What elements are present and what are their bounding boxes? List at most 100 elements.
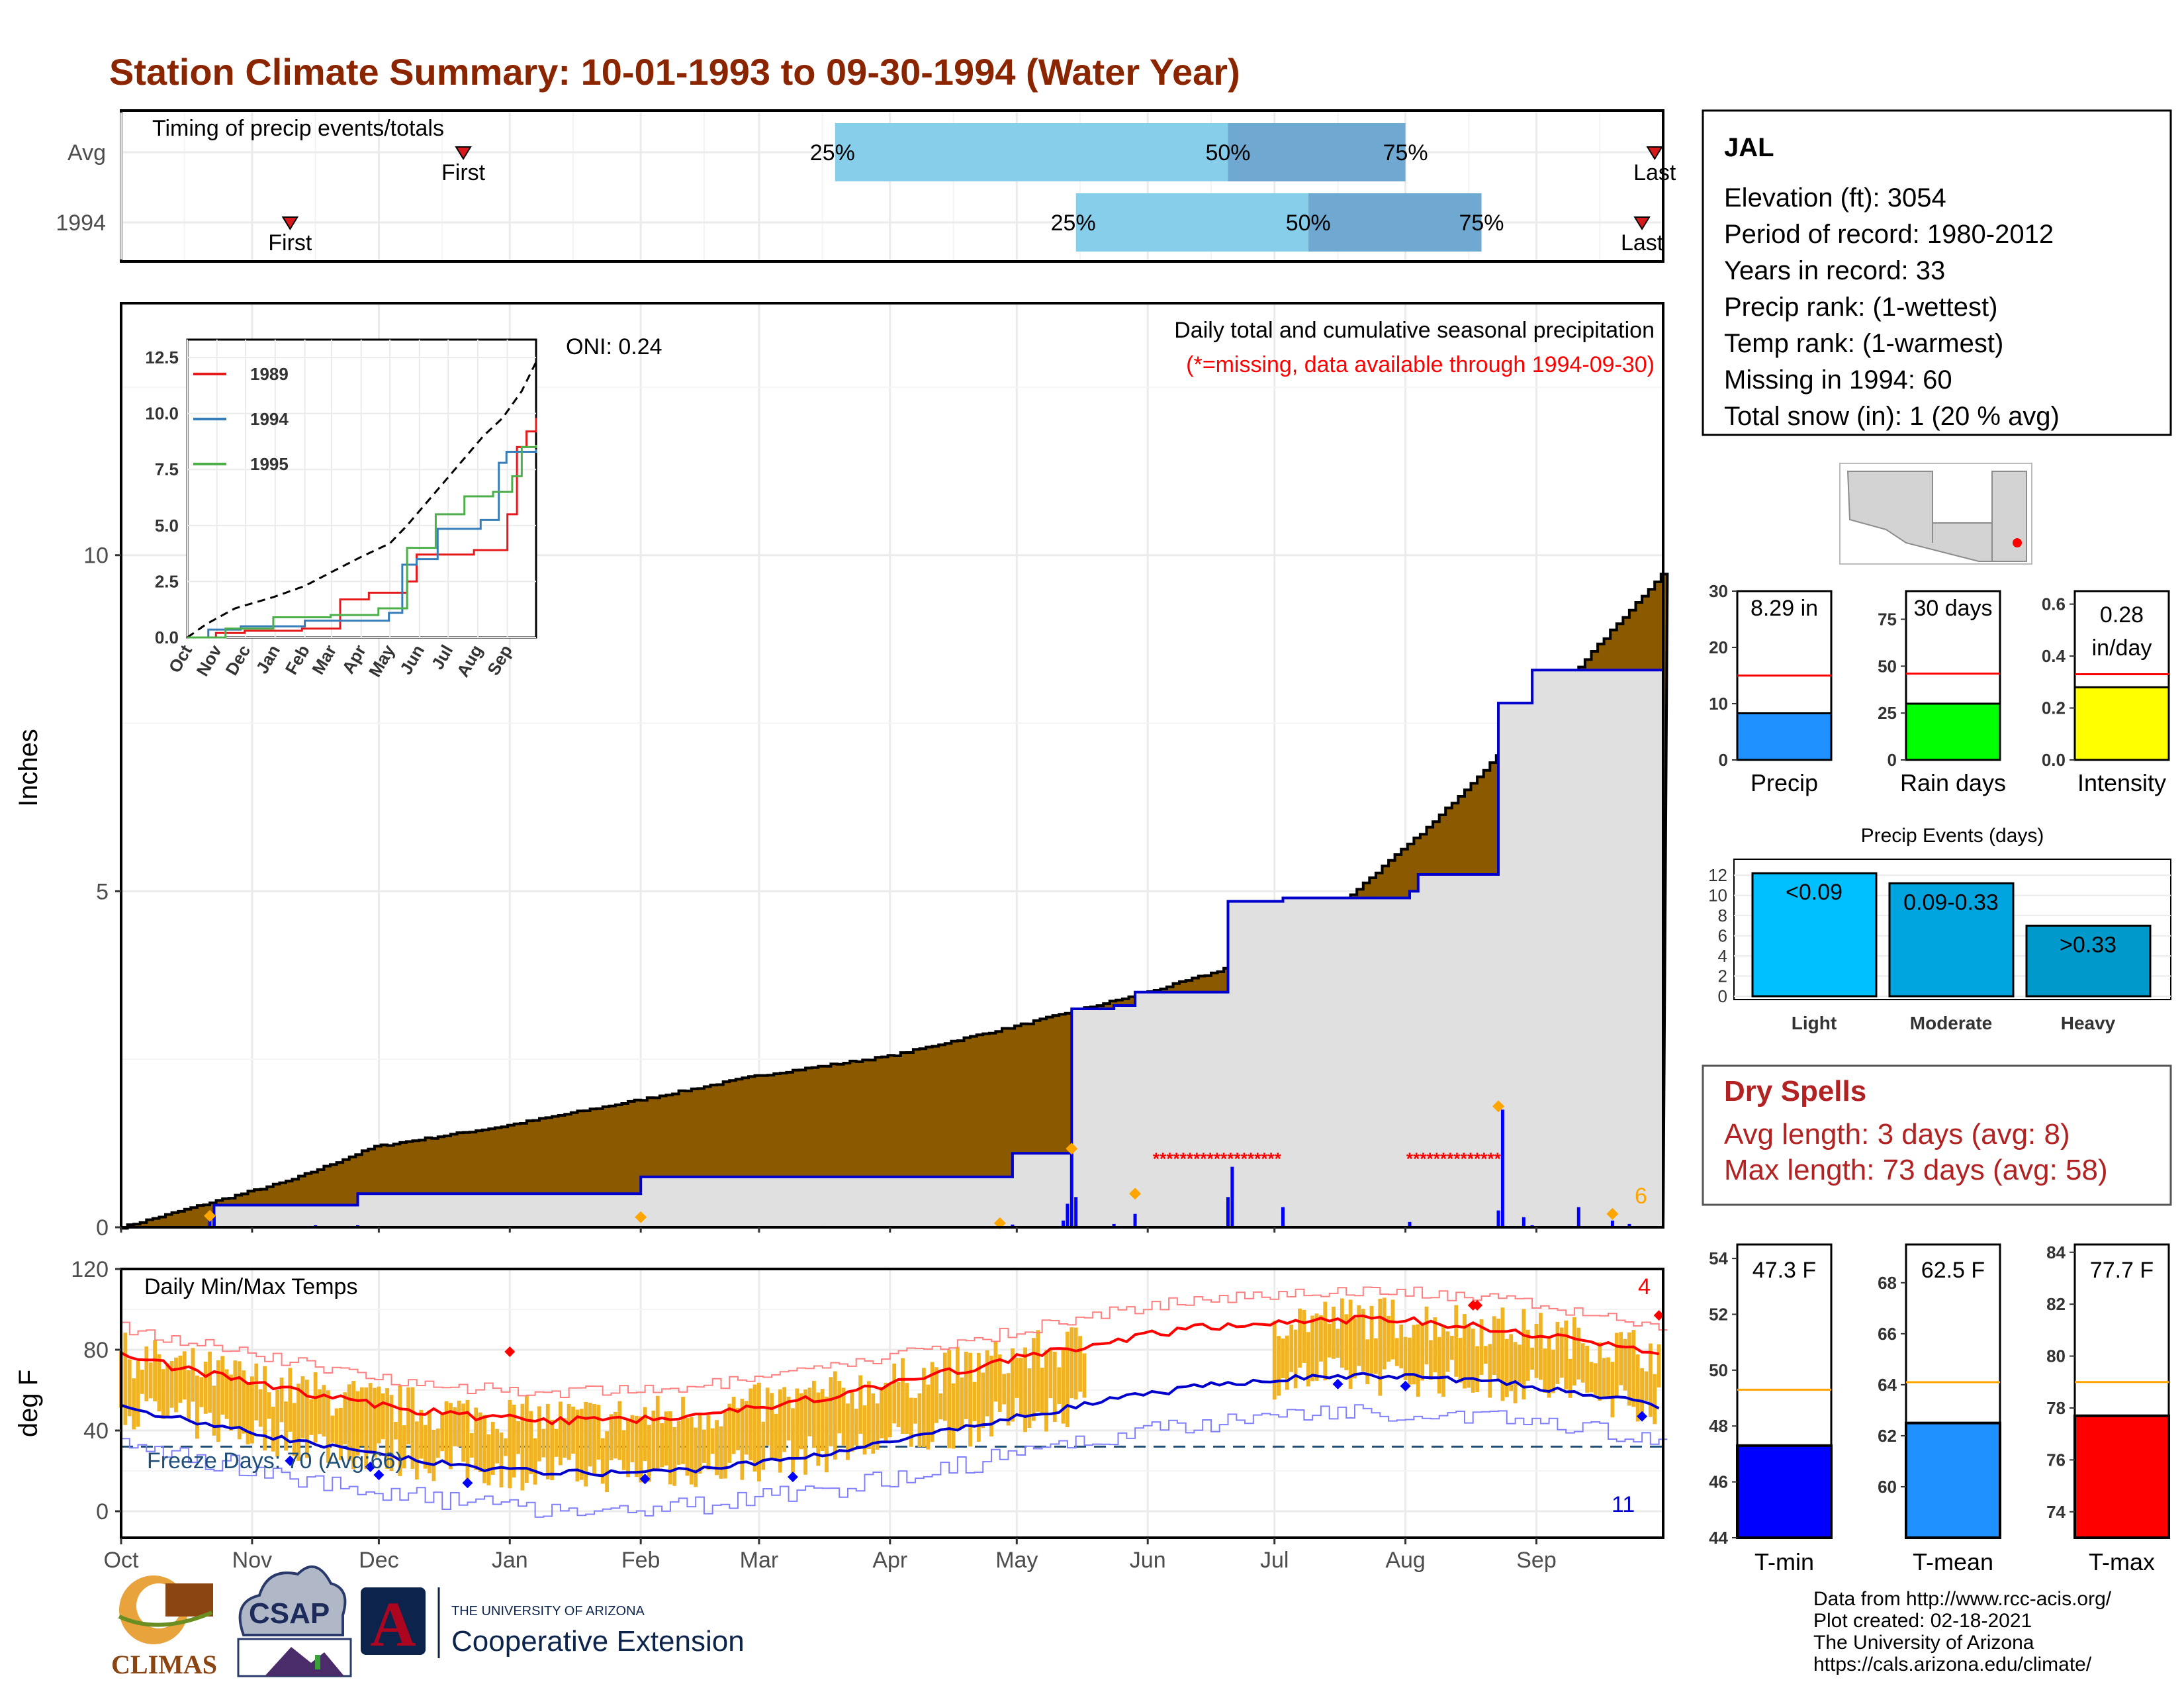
temp-range-bar — [584, 1401, 588, 1487]
temp-range-bar — [486, 1434, 491, 1485]
temp-range-bar — [203, 1362, 208, 1414]
timing-p25-label-0: 25% — [810, 140, 855, 165]
missing-mark-1: * — [1406, 1149, 1414, 1168]
temp-range-bar — [1378, 1298, 1383, 1396]
record-low-marker-3 — [462, 1477, 473, 1489]
temp-range-bar — [1648, 1343, 1653, 1417]
temp-range-bar — [681, 1397, 685, 1464]
precip-gauge-name-0: Precip — [1751, 769, 1818, 796]
temp-range-bar — [605, 1431, 610, 1493]
footer-line-1: Data from http://www.rcc-acis.org/ — [1813, 1588, 2112, 1610]
temp-range-bar — [220, 1356, 225, 1415]
temp-range-bar — [901, 1358, 905, 1434]
temp-range-bar — [1572, 1317, 1576, 1386]
missing-mark-1: * — [1480, 1149, 1488, 1168]
temp-range-bar — [355, 1391, 360, 1456]
temp-range-bar — [279, 1378, 284, 1423]
inset-y-tick-label-4: 10.0 — [145, 404, 179, 424]
temp-range-bar — [187, 1370, 191, 1421]
month-label-9: Jul — [1260, 1548, 1289, 1573]
timing-p50-label-1: 50% — [1286, 211, 1331, 236]
events-tick-label-4: 8 — [1718, 906, 1727, 925]
temp-range-bar — [1044, 1350, 1048, 1432]
temp-range-bar — [136, 1360, 140, 1427]
temp-range-bar — [803, 1389, 808, 1475]
temp-range-bar — [1357, 1305, 1361, 1366]
temp-range-bar — [1394, 1338, 1399, 1366]
temp-range-bar — [596, 1405, 601, 1460]
record-low-marker-0 — [285, 1455, 296, 1466]
temp-range-bar — [449, 1403, 453, 1470]
temp-gauges: 44 46 48 50 52 54 47.3 F T-min 60 62 64 66 68 62.5 F T… — [1709, 1243, 2170, 1575]
temp-range-bar — [334, 1408, 339, 1445]
precip-count-label: 6 — [1635, 1184, 1647, 1209]
temp-range-bar — [571, 1406, 575, 1454]
temp-range-bar — [490, 1421, 495, 1476]
temp-gauge-tick-label-1-3: 66 — [1878, 1324, 1897, 1344]
temp-range-bar — [825, 1396, 829, 1473]
temp-range-bar — [1361, 1309, 1365, 1372]
temp-range-bar — [1369, 1305, 1374, 1374]
missing-mark-0: * — [1180, 1149, 1187, 1168]
temp-range-bar — [414, 1421, 419, 1480]
temp-range-bar — [664, 1411, 668, 1466]
temp-range-bar — [394, 1422, 398, 1440]
events-title: Precip Events (days) — [1861, 825, 2044, 847]
temp-range-bar — [1336, 1329, 1340, 1358]
temp-range-bar — [1424, 1306, 1429, 1365]
temp-range-bar — [1619, 1332, 1623, 1385]
temp-range-bar — [1019, 1358, 1023, 1415]
temp-range-bar — [474, 1407, 478, 1470]
temp-range-bar — [862, 1405, 867, 1455]
temp-range-bar — [1538, 1313, 1543, 1380]
temp-range-bar — [343, 1392, 347, 1444]
temp-range-bar — [469, 1432, 474, 1458]
temp-range-bar — [672, 1427, 677, 1486]
temp-range-bar — [1479, 1319, 1484, 1375]
record-high-marker-0 — [504, 1346, 516, 1358]
temp-range-bar — [685, 1418, 690, 1476]
temp-range-bar — [444, 1401, 449, 1464]
temp-range-bar — [676, 1421, 681, 1465]
temp-range-bar — [1559, 1327, 1564, 1378]
temp-range-bar — [1374, 1338, 1378, 1374]
missing-mark-1: * — [1413, 1149, 1420, 1168]
temp-y-tick-label-1: 40 — [83, 1419, 109, 1444]
precip-gauge-value-0: 8.29 in — [1751, 596, 1818, 621]
record-high-marker-3 — [1653, 1310, 1664, 1321]
events-tick-label-2: 4 — [1718, 946, 1727, 966]
temp-gauge-value-1: 62.5 F — [1921, 1258, 1985, 1283]
daily-precip-highlight-1 — [635, 1211, 647, 1223]
timing-first-marker-1 — [281, 216, 299, 230]
station-line-4: Temp rank: (1-warmest) — [1724, 329, 2003, 358]
temp-range-bar — [165, 1363, 170, 1417]
temp-range-bar — [934, 1367, 938, 1423]
timing-last-marker-1 — [1633, 216, 1651, 230]
avg-min-line — [120, 1372, 1660, 1477]
missing-mark-0: * — [1220, 1149, 1228, 1168]
ua-logo: A THE UNIVERSITY OF ARIZONA Cooperative … — [361, 1587, 745, 1660]
timing-bar-high-0 — [1228, 123, 1406, 181]
temp-range-bar — [495, 1429, 500, 1464]
temp-range-bar — [1298, 1308, 1302, 1368]
temp-range-bar — [339, 1407, 343, 1460]
temp-range-bar — [368, 1383, 373, 1454]
temp-range-bar — [956, 1346, 960, 1430]
temp-range-bar — [698, 1413, 702, 1474]
daily-precip-bar-10 — [1069, 1153, 1073, 1227]
temp-range-bar — [1458, 1337, 1463, 1383]
temp-gauge-tick-label-2-4: 82 — [2046, 1294, 2066, 1314]
precip-gauge-tick-label-0-0: 0 — [1719, 750, 1728, 770]
missing-mark-1: * — [1440, 1149, 1447, 1168]
temp-range-bar — [1277, 1336, 1281, 1396]
temp-range-bar — [621, 1430, 626, 1470]
temp-range-bar — [626, 1419, 630, 1477]
temp-range-bar — [799, 1393, 803, 1450]
temp-range-bar — [866, 1381, 871, 1450]
missing-mark-1: * — [1447, 1149, 1454, 1168]
temp-range-bar — [820, 1389, 825, 1452]
temp-gauge-tick-label-0-0: 44 — [1709, 1528, 1728, 1548]
temp-range-bar — [1449, 1335, 1454, 1360]
precip-y-tick-label-1: 5 — [96, 879, 109, 904]
timing-last-marker-0 — [1646, 146, 1664, 160]
